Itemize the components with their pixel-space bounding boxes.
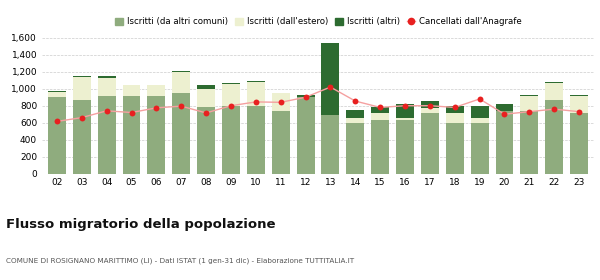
Bar xyxy=(446,123,464,174)
Text: COMUNE DI ROSIGNANO MARITTIMO (LI) - Dati ISTAT (1 gen-31 dic) - Elaborazione TU: COMUNE DI ROSIGNANO MARITTIMO (LI) - Dat… xyxy=(6,258,354,264)
Point xyxy=(475,97,484,101)
Point xyxy=(301,95,310,99)
Bar xyxy=(520,96,538,111)
Bar xyxy=(396,118,414,120)
Bar xyxy=(371,120,389,174)
Bar xyxy=(371,107,389,113)
Bar xyxy=(148,85,166,96)
Point xyxy=(400,104,410,108)
Point xyxy=(176,104,186,108)
Bar xyxy=(73,77,91,100)
Text: Flusso migratorio della popolazione: Flusso migratorio della popolazione xyxy=(6,218,275,231)
Bar xyxy=(545,100,563,174)
Bar xyxy=(396,104,414,118)
Bar xyxy=(545,82,563,83)
Point xyxy=(276,100,286,104)
Bar xyxy=(222,83,240,84)
Point xyxy=(102,109,112,113)
Legend: Iscritti (da altri comuni), Iscritti (dall'estero), Iscritti (altri), Cancellati: Iscritti (da altri comuni), Iscritti (da… xyxy=(115,17,521,27)
Bar xyxy=(98,95,116,174)
Point xyxy=(52,119,62,124)
Bar xyxy=(122,96,140,174)
Bar xyxy=(421,113,439,174)
Point xyxy=(450,105,460,110)
Bar xyxy=(346,118,364,123)
Bar xyxy=(48,91,66,92)
Bar xyxy=(73,100,91,174)
Bar xyxy=(272,94,290,111)
Bar xyxy=(496,104,514,111)
Point xyxy=(376,105,385,110)
Bar xyxy=(446,113,464,123)
Bar xyxy=(545,83,563,100)
Point xyxy=(202,111,211,115)
Bar xyxy=(172,71,190,72)
Bar xyxy=(222,84,240,106)
Bar xyxy=(247,106,265,174)
Bar xyxy=(272,111,290,174)
Bar xyxy=(470,106,488,118)
Bar xyxy=(520,111,538,174)
Point xyxy=(550,107,559,111)
Bar xyxy=(98,78,116,95)
Bar xyxy=(322,115,340,174)
Bar xyxy=(222,106,240,174)
Point xyxy=(350,99,360,103)
Point xyxy=(251,100,260,104)
Bar xyxy=(470,123,488,174)
Bar xyxy=(421,101,439,108)
Bar xyxy=(520,95,538,96)
Bar xyxy=(272,93,290,94)
Bar xyxy=(322,43,340,115)
Bar xyxy=(197,85,215,89)
Bar xyxy=(197,107,215,174)
Bar xyxy=(247,81,265,106)
Bar xyxy=(48,92,66,97)
Point xyxy=(127,110,136,115)
Point xyxy=(425,104,434,108)
Bar xyxy=(346,123,364,174)
Bar xyxy=(172,72,190,93)
Point xyxy=(152,106,161,110)
Point xyxy=(326,85,335,89)
Bar xyxy=(470,118,488,123)
Point xyxy=(77,115,86,120)
Bar xyxy=(421,108,439,113)
Bar xyxy=(570,96,588,113)
Bar xyxy=(48,97,66,174)
Bar xyxy=(446,106,464,113)
Bar xyxy=(122,85,140,96)
Bar xyxy=(570,95,588,96)
Bar xyxy=(73,76,91,77)
Bar xyxy=(296,97,314,174)
Point xyxy=(524,109,534,114)
Bar xyxy=(346,109,364,118)
Bar xyxy=(496,111,514,174)
Point xyxy=(500,112,509,116)
Bar xyxy=(570,113,588,174)
Bar xyxy=(172,93,190,174)
Bar xyxy=(197,89,215,107)
Point xyxy=(226,104,236,108)
Bar xyxy=(396,120,414,174)
Point xyxy=(574,109,584,114)
Bar xyxy=(371,113,389,120)
Bar xyxy=(148,96,166,174)
Bar xyxy=(296,95,314,97)
Bar xyxy=(98,76,116,78)
